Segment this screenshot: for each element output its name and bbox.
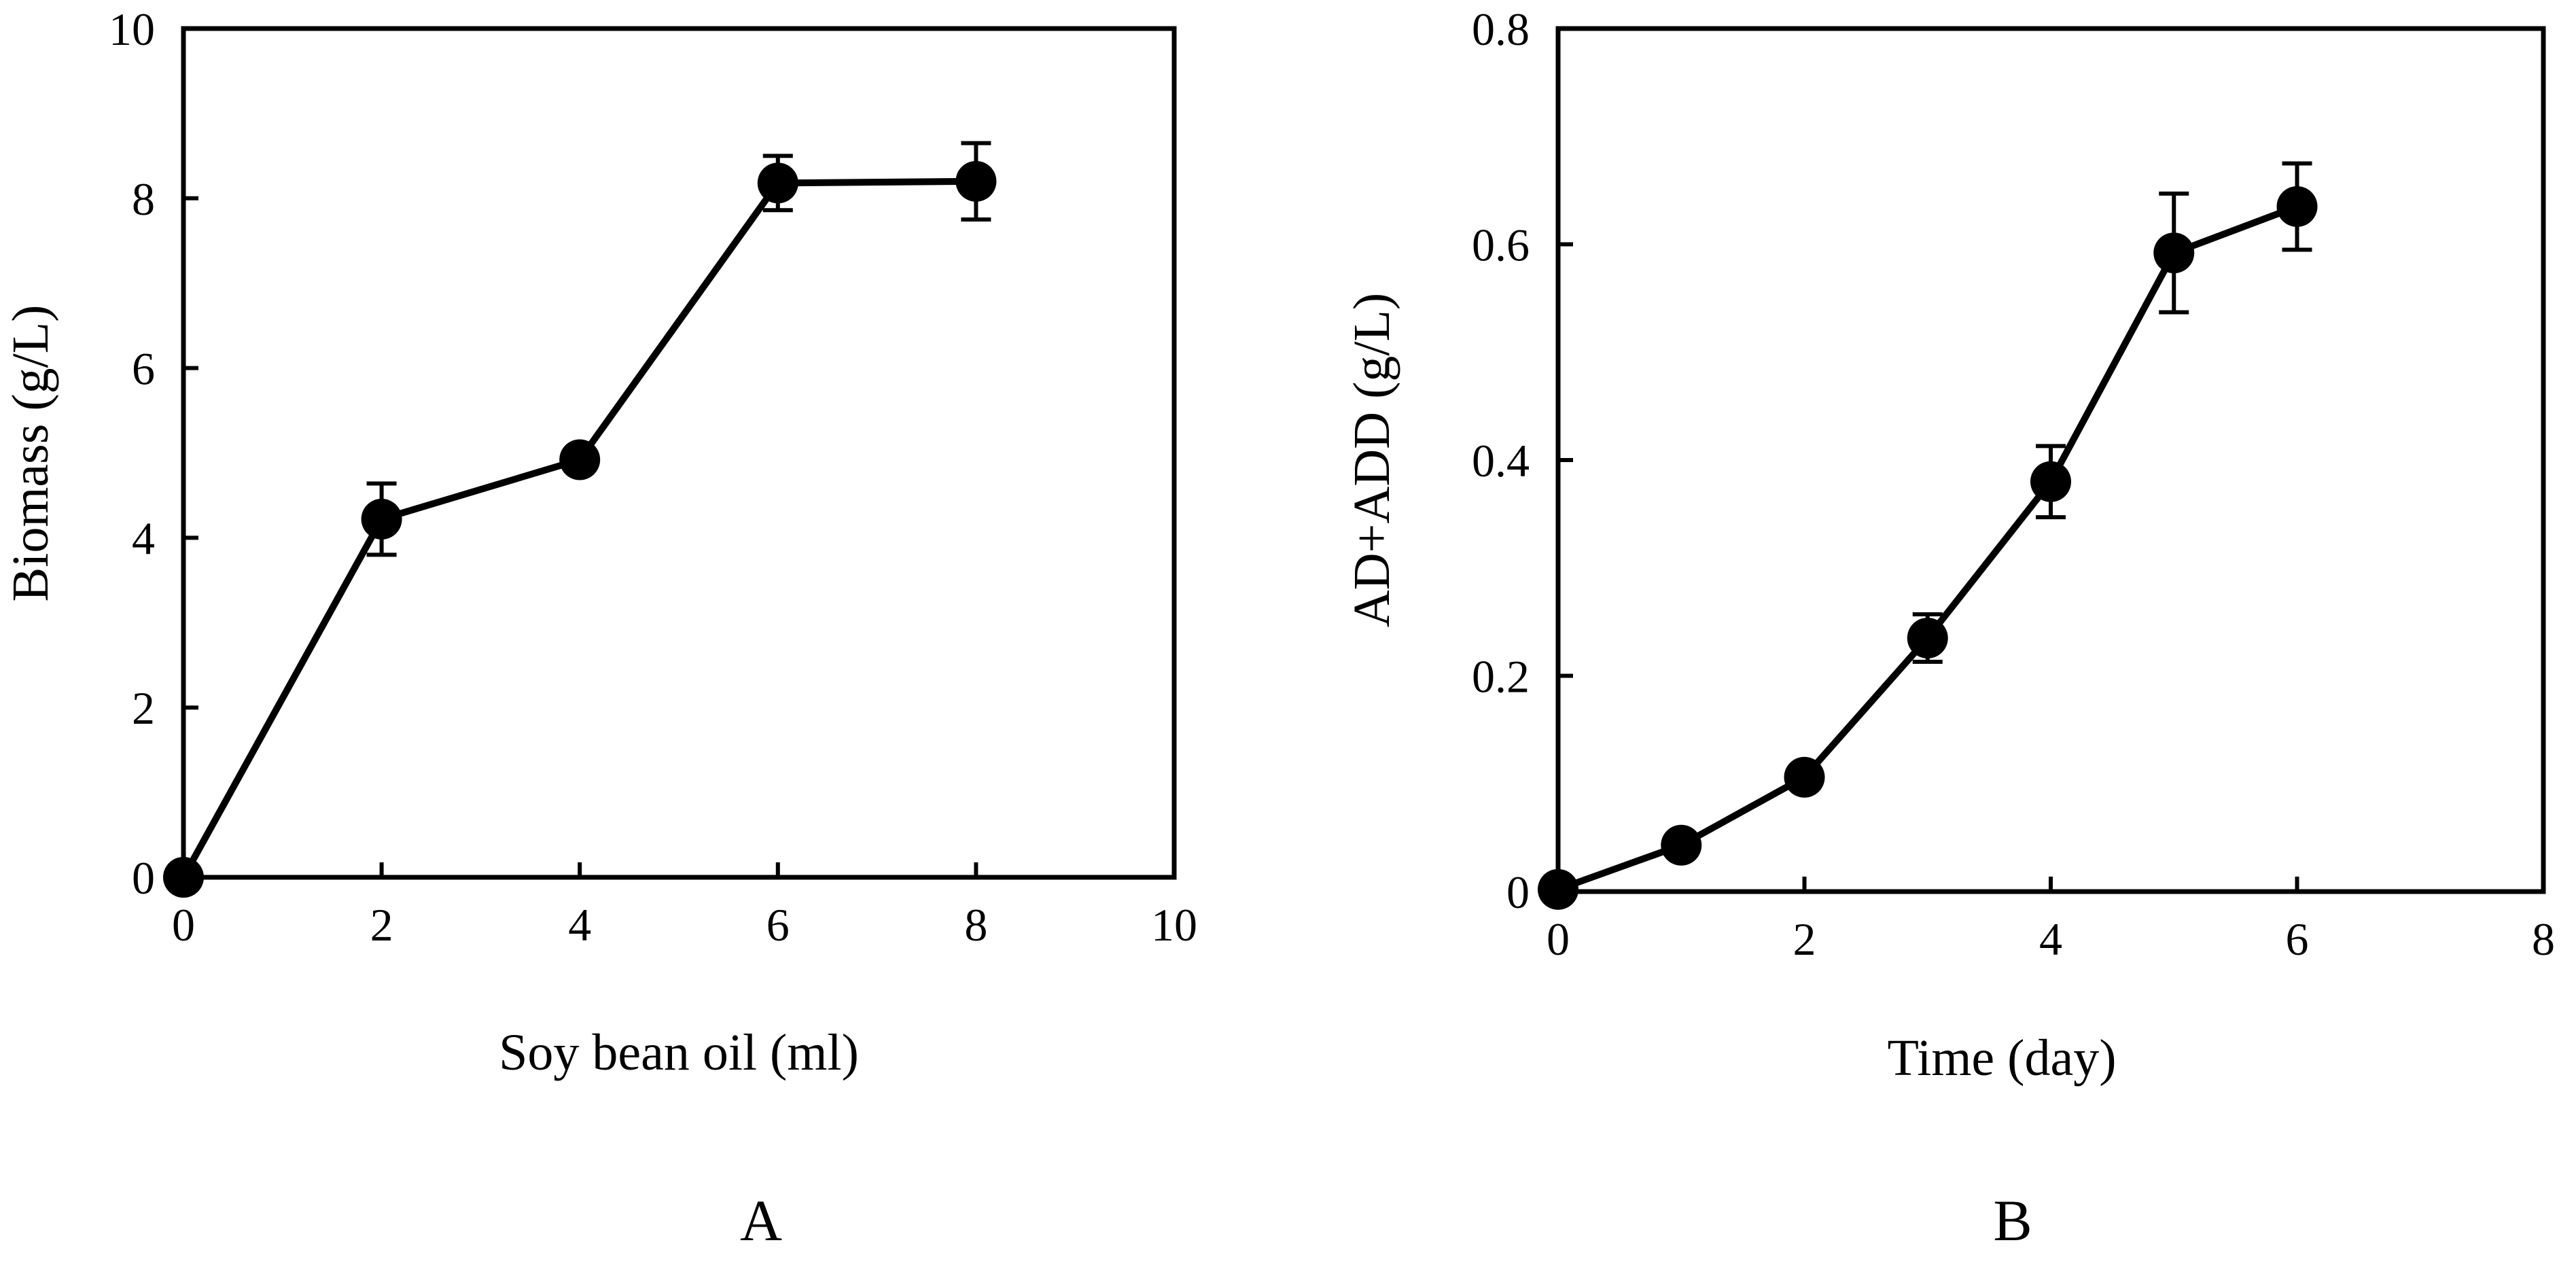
x-tick-label-a-1: 2 [370,899,393,951]
series-line-b-0 [1555,203,2301,893]
panel-label-b: B [1993,1188,2032,1253]
x-tick-label-a-0: 0 [172,899,195,951]
y-tick-label-b-0: 0 [1506,866,1530,918]
y-tick-label-a-5: 10 [109,3,155,55]
x-tick-label-b-2: 4 [2039,913,2062,965]
plot-frame-a [181,26,1177,880]
y-tick-label-a-2: 4 [132,512,155,564]
y-tick-label-b-3: 0.6 [1472,219,1530,271]
y-tick-label-a-0: 0 [132,852,155,904]
y-tick-label-b-2: 0.4 [1472,435,1530,487]
x-tick-label-a-2: 4 [568,899,591,951]
data-point-b-0 [1538,868,1578,910]
x-axis-title-b: Time (day) [1887,1030,2116,1087]
data-point-a-3 [757,162,798,204]
y-tick-label-a-1: 2 [132,682,155,734]
data-point-b-2 [1784,756,1825,798]
y-tick-label-b-4: 0.8 [1472,3,1530,55]
y-axis-title-b: AD+ADD (g/L) [1343,293,1400,627]
chart-panel-a: Biomass (g/L) Soy bean oil (ml) A 0 2 4 6 8 1… [2,3,1197,1253]
x-tick-label-a-4: 8 [964,899,987,951]
x-tick-label-b-4: 8 [2532,913,2555,965]
y-tick-label-b-1: 0.2 [1472,651,1530,703]
x-tick-label-a-3: 6 [766,899,790,951]
x-tick-label-b-0: 0 [1547,913,1570,965]
x-tick-label-a-5: 10 [1151,899,1197,951]
data-point-b-5 [2153,232,2195,274]
data-point-b-3 [1907,617,1948,658]
data-point-a-2 [559,439,601,480]
x-axis-title-a: Soy bean oil (ml) [499,1024,859,1081]
x-tick-label-b-3: 6 [2286,913,2309,965]
data-point-b-1 [1661,824,1702,866]
data-point-a-4 [955,160,997,202]
panel-label-a: A [740,1188,782,1253]
y-tick-label-a-3: 6 [132,343,155,395]
data-point-b-6 [2276,186,2318,227]
data-point-a-0 [163,857,204,898]
series-line-a-0 [180,177,980,881]
y-axis-title-a: Biomass (g/L) [2,305,59,602]
chart-panel-b: AD+ADD (g/L) Time (day) B 0 2 4 6 8 0 0.2 0.4 0.… [1343,3,2555,1253]
y-tick-label-a-4: 8 [132,173,155,225]
data-point-b-4 [2030,461,2071,502]
x-tick-label-b-1: 2 [1793,913,1816,965]
data-point-a-1 [361,498,402,540]
